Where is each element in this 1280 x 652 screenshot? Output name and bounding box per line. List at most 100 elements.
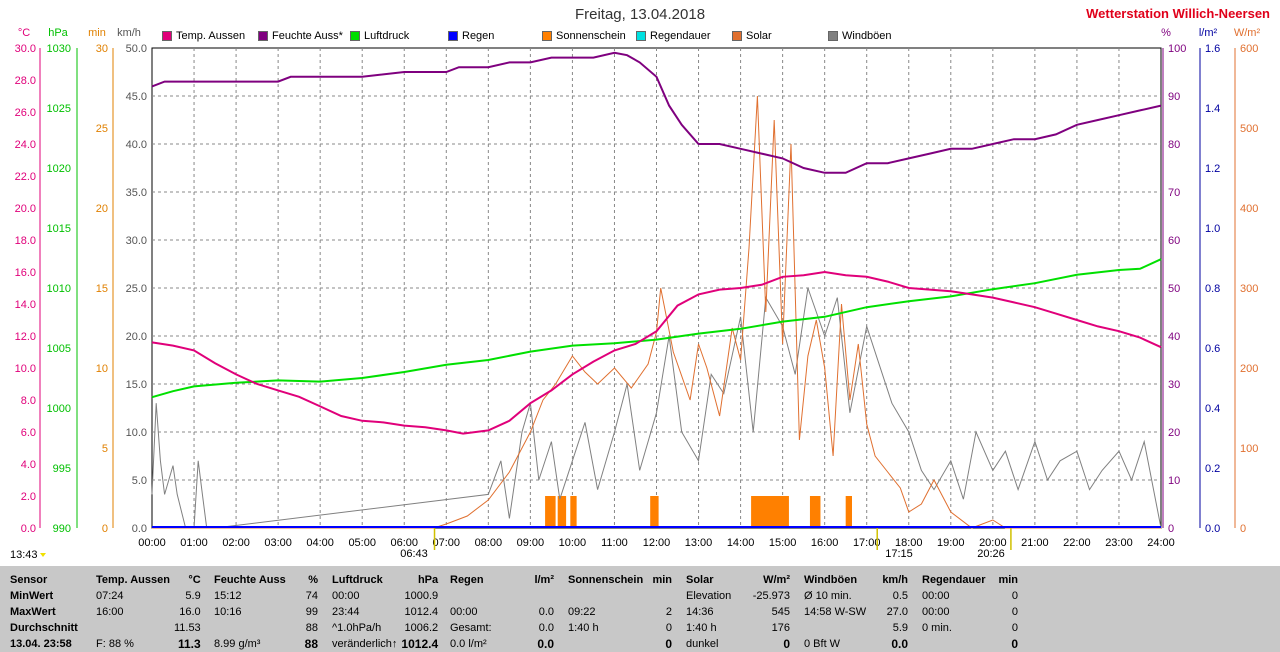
stats-cell-value: 1012.4 xyxy=(404,606,439,618)
time-tick-label: 05:00 xyxy=(348,537,376,549)
wind-axis-tick-label: 20.0 xyxy=(126,331,147,343)
minutes-axis-tick-label: 30 xyxy=(96,43,108,55)
stats-cell-value: 0.0 xyxy=(891,637,908,651)
stats-cell-value: 16.0 xyxy=(179,606,201,618)
legend-swatch xyxy=(448,31,458,41)
stats-header: Sensor xyxy=(10,574,48,586)
pressure-axis-tick-label: 1010 xyxy=(47,283,71,295)
rain-axis-tick-label: 0.2 xyxy=(1205,463,1220,475)
stats-cell-value: 0 xyxy=(1011,637,1018,651)
stats-cell-label xyxy=(566,636,649,652)
stats-cell-label: 15:12 xyxy=(214,590,242,602)
time-tick-label: 09:00 xyxy=(517,537,545,549)
stats-column: Feuchte Auss% 15:12 74 10:16 99 88 8.99 g/m³ 88 xyxy=(212,572,320,652)
time-tick-label: 08:00 xyxy=(475,537,503,549)
stats-cell-value xyxy=(84,636,88,652)
minutes-axis-tick-label: 20 xyxy=(96,203,108,215)
rain-axis-tick-label: 1.0 xyxy=(1205,223,1220,235)
stats-column: Sonnenschein min 09:22 2 1:40 h 0 0 xyxy=(566,572,674,652)
pressure-axis-tick-label: 1025 xyxy=(47,103,71,115)
stats-cell-label: veränderlich↑ xyxy=(332,638,398,650)
pressure-axis-tick-label: 1030 xyxy=(47,43,71,55)
wind-axis-tick-label: 10.0 xyxy=(126,427,147,439)
stats-cell-label: Elevation xyxy=(686,590,732,602)
legend-label: Luftdruck xyxy=(364,30,410,42)
temp-axis-tick-label: 26.0 xyxy=(15,107,36,119)
wind-axis-tick-label: 15.0 xyxy=(126,379,147,391)
legend-item: Solar xyxy=(732,30,772,42)
stats-header: Solar xyxy=(686,574,714,586)
legend-item: Regen xyxy=(448,30,494,42)
humidity-axis-unit-label: % xyxy=(1161,27,1171,39)
stats-cell-label xyxy=(802,620,877,636)
humidity-axis-tick-label: 70 xyxy=(1168,187,1180,199)
stats-cell-value: 0 xyxy=(1011,622,1018,634)
wind-axis-tick-label: 5.0 xyxy=(132,475,147,487)
stats-cell-value: 99 xyxy=(305,606,318,618)
time-tick-label: 11:00 xyxy=(601,537,628,549)
stats-cell-label: 8.99 g/m³ xyxy=(214,638,261,650)
time-tick-label: 17:00 xyxy=(853,537,881,549)
stats-cell-value xyxy=(84,620,88,636)
rain-axis-tick-label: 1.2 xyxy=(1205,163,1220,175)
solar-axis-tick-label: 200 xyxy=(1240,363,1258,375)
moonrise-label: 20:26 xyxy=(977,548,1005,560)
stats-cell-value: 0.0 xyxy=(537,637,554,651)
time-tick-label: 07:00 xyxy=(433,537,461,549)
stats-cell-value: 0 xyxy=(783,637,790,651)
humidity-axis-tick-label: 40 xyxy=(1168,331,1180,343)
pressure-axis-tick-label: 1005 xyxy=(47,343,71,355)
temp-axis-tick-label: 10.0 xyxy=(15,363,36,375)
time-tick-label: 04:00 xyxy=(306,537,334,549)
time-tick-label: 22:00 xyxy=(1063,537,1091,549)
rain-axis-tick-label: 1.4 xyxy=(1205,103,1220,115)
stats-column: Sensor MinWert MaxWert Durchschnitt 13.04. 2… xyxy=(8,572,88,652)
rain-axis-tick-label: 0.0 xyxy=(1205,523,1220,535)
legend-label: Solar xyxy=(746,30,772,42)
stats-cell-label: 10:16 xyxy=(214,606,242,618)
series-line-feuchte-auss- xyxy=(151,51,1162,174)
stats-cell-label: 14:36 xyxy=(686,606,714,618)
humidity-axis-tick-label: 100 xyxy=(1168,43,1186,55)
stats-cell-value: 1000.9 xyxy=(404,590,439,602)
stats-cell-value: 74 xyxy=(305,590,318,602)
stats-header: Feuchte Auss xyxy=(214,574,286,586)
current-time-marker xyxy=(40,553,46,557)
stats-unit: °C xyxy=(188,574,201,586)
pressure-axis-tick-label: 995 xyxy=(53,463,71,475)
time-tick-label: 23:00 xyxy=(1105,537,1133,549)
legend-label: Temp. Aussen xyxy=(176,30,246,42)
time-tick-label: 24:00 xyxy=(1147,537,1175,549)
time-tick-label: 10:00 xyxy=(559,537,587,549)
stats-column: Windböen km/h Ø 10 min. 0.5 14:58 W-SW 27.0 5.… xyxy=(802,572,910,652)
temp-axis-tick-label: 8.0 xyxy=(21,395,36,407)
stats-cell-value: 0 xyxy=(1011,606,1018,618)
chart-title: Freitag, 13.04.2018 xyxy=(574,6,706,23)
time-tick-label: 03:00 xyxy=(264,537,292,549)
time-tick-label: 06:00 xyxy=(390,537,418,549)
stats-cell-label: MinWert xyxy=(10,590,54,602)
humidity-axis-tick-label: 0 xyxy=(1168,523,1174,535)
temp-axis-tick-label: 12.0 xyxy=(15,331,36,343)
stats-cell-label xyxy=(566,588,649,604)
humidity-axis-tick-label: 50 xyxy=(1168,283,1180,295)
stats-cell-value xyxy=(649,588,674,604)
stats-column: Regendauer min 00:00 0 00:00 0 0 min. 0 0 xyxy=(920,572,1020,652)
humidity-axis-tick-label: 10 xyxy=(1168,475,1180,487)
series-line-solar xyxy=(152,95,1161,529)
temp-axis-tick-label: 22.0 xyxy=(15,171,36,183)
stats-column: Regen l/m² 00:00 0.0 Gesamt: 0.0 0.0 l/m² 0.0 xyxy=(448,572,556,652)
wind-axis-unit-label: km/h xyxy=(117,27,141,39)
legend-swatch xyxy=(162,31,172,41)
stats-cell-value: 0.0 xyxy=(538,606,554,618)
minutes-axis-tick-label: 10 xyxy=(96,363,108,375)
stats-cell-value: 27.0 xyxy=(886,606,908,618)
stats-cell-value: 0.5 xyxy=(892,590,908,602)
humidity-axis-tick-label: 60 xyxy=(1168,235,1180,247)
sunshine-bar xyxy=(751,496,789,528)
wind-axis-tick-label: 35.0 xyxy=(126,187,147,199)
sunshine-bar xyxy=(545,496,556,528)
temp-axis-tick-label: 4.0 xyxy=(21,459,36,471)
stats-unit: W/m² xyxy=(763,574,790,586)
sunset-label: 17:15 xyxy=(885,548,913,560)
